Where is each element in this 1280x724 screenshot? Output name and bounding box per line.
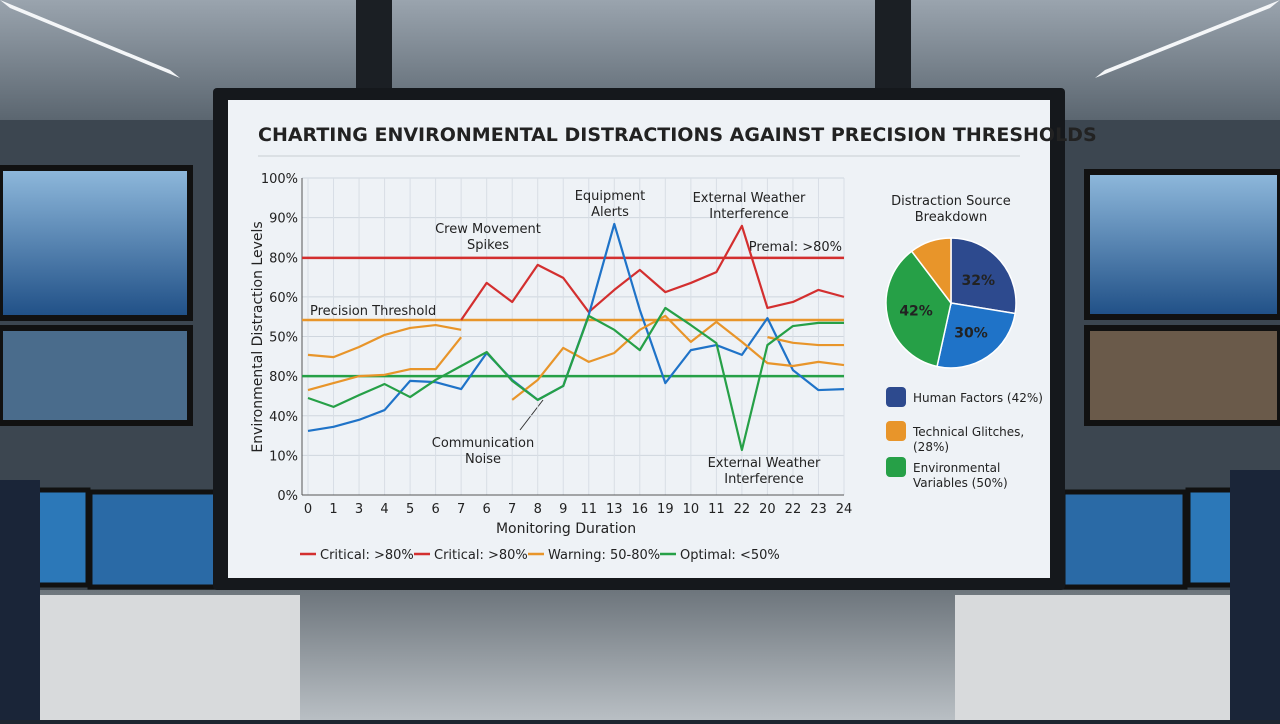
pillar (875, 0, 911, 92)
series-line (307, 306, 844, 452)
desk-monitor (87, 489, 219, 590)
annotation-line: Interference (724, 472, 804, 487)
annotation-line: Equipment (575, 189, 646, 204)
chart-title: CHARTING ENVIRONMENTAL DISTRACTIONS AGAI… (258, 124, 1097, 146)
pie-legend-label: Environmental Variables (50%) (913, 461, 1008, 490)
x-axis-label: Monitoring Duration (496, 521, 636, 537)
x-tick-label: 8 (534, 502, 542, 517)
pie-title: Distraction Source Breakdown (891, 194, 1011, 225)
x-tick-label: 5 (406, 502, 414, 517)
y-tick-label: 60% (269, 291, 298, 306)
pie-value-label: 30% (954, 326, 988, 342)
series-line (307, 323, 844, 359)
annotation: Communication Noise (432, 436, 534, 467)
x-tick-label: 24 (836, 502, 853, 517)
y-tick-label: 40% (269, 410, 298, 425)
pie-slice (950, 237, 1017, 315)
x-tick-label: 1 (329, 502, 337, 517)
pie-legend-label: Technical Glitches, (28%) (912, 425, 1024, 454)
y-tick-label: 80% (269, 370, 298, 385)
annotation-line: Interference (709, 207, 789, 222)
annotation-line: Spikes (467, 238, 509, 253)
y-tick-label: 0% (277, 489, 298, 504)
annotation-line: Communication (432, 436, 534, 451)
pie-title-line: Breakdown (915, 210, 988, 225)
y-tick-label: 90% (269, 212, 298, 227)
x-tick-label: 16 (632, 502, 649, 517)
pillar (356, 0, 392, 92)
operator (1230, 470, 1280, 720)
x-tick-label: 22 (785, 502, 802, 517)
ceiling-light (0, 0, 180, 78)
annotation: External Weather Interference (708, 456, 821, 487)
annotation-pointer (519, 399, 544, 431)
annotation-line: Alerts (591, 205, 629, 220)
pie-legend-label-line: Environmental (913, 461, 1000, 475)
annotation: External Weather Interference (693, 191, 806, 222)
pie-slice (885, 250, 952, 368)
x-tick-label: 20 (759, 502, 776, 517)
side-monitor (0, 165, 193, 321)
side-monitor (1084, 325, 1280, 426)
pie-legend-label-line: Technical Glitches, (912, 425, 1024, 439)
pie-slice (936, 302, 1017, 369)
legend-label: Optimal: <50% (680, 548, 780, 563)
pie-legend-label: Human Factors (42%) (913, 391, 1043, 405)
y-tick-label: 50% (269, 331, 298, 346)
y-tick-label: 10% (269, 449, 298, 464)
annotation-line: External Weather (708, 456, 821, 471)
pie-legend-label-line: Human Factors (42%) (913, 391, 1043, 405)
pie-legend-label-line: Variables (50%) (913, 476, 1008, 490)
x-tick-label: 6 (431, 502, 439, 517)
x-tick-label: 6 (483, 502, 491, 517)
ceiling-light (1095, 0, 1280, 78)
pie-legend-icon (886, 421, 906, 441)
x-tick-label: 9 (559, 502, 567, 517)
legend-label: Critical: >80% (434, 548, 528, 563)
pie-title-line: Distraction Source (891, 194, 1011, 209)
pie-legend-label-line: (28%) (913, 440, 949, 454)
x-tick-label: 23 (810, 502, 827, 517)
y-axis-label: Environmental Distraction Levels (250, 221, 266, 452)
y-tick-label: 100% (261, 172, 298, 187)
pie-slice (910, 237, 952, 306)
desk-monitor (1060, 489, 1188, 590)
x-tick-label: 11 (708, 502, 725, 517)
series-line (307, 314, 845, 401)
annotation-line: External Weather (693, 191, 806, 206)
annotation-line: Crew Movement (435, 222, 541, 237)
x-tick-label: 3 (355, 502, 363, 517)
pie-value-label: 42% (899, 304, 933, 320)
x-tick-label: 7 (457, 502, 465, 517)
side-monitor (0, 325, 193, 426)
legend-label: Warning: 50-80% (548, 548, 660, 563)
y-tick-label: 80% (269, 251, 298, 266)
side-monitor (1084, 169, 1280, 320)
x-tick-label: 19 (657, 502, 674, 517)
series-line (460, 224, 845, 321)
desk (955, 595, 1280, 720)
annotation-line: Noise (465, 452, 501, 467)
operator (0, 480, 40, 720)
desk (0, 595, 300, 720)
threshold-label: Precision Threshold (310, 304, 436, 319)
x-tick-label: 4 (380, 502, 388, 517)
x-tick-label: 11 (580, 502, 597, 517)
pie-value-label: 32% (961, 273, 995, 289)
legend-label: Critical: >80% (320, 548, 414, 563)
pie-legend-icon (886, 387, 906, 407)
annotation: Equipment Alerts (575, 189, 646, 220)
x-tick-label: 0 (304, 502, 312, 517)
threshold-label: Premal: >80% (749, 240, 842, 255)
x-tick-label: 10 (683, 502, 700, 517)
pie-legend-icon (886, 457, 906, 477)
x-tick-label: 13 (606, 502, 623, 517)
x-tick-label: 22 (734, 502, 751, 517)
x-tick-label: 7 (508, 502, 516, 517)
annotation: Crew Movement Spikes (435, 222, 541, 253)
